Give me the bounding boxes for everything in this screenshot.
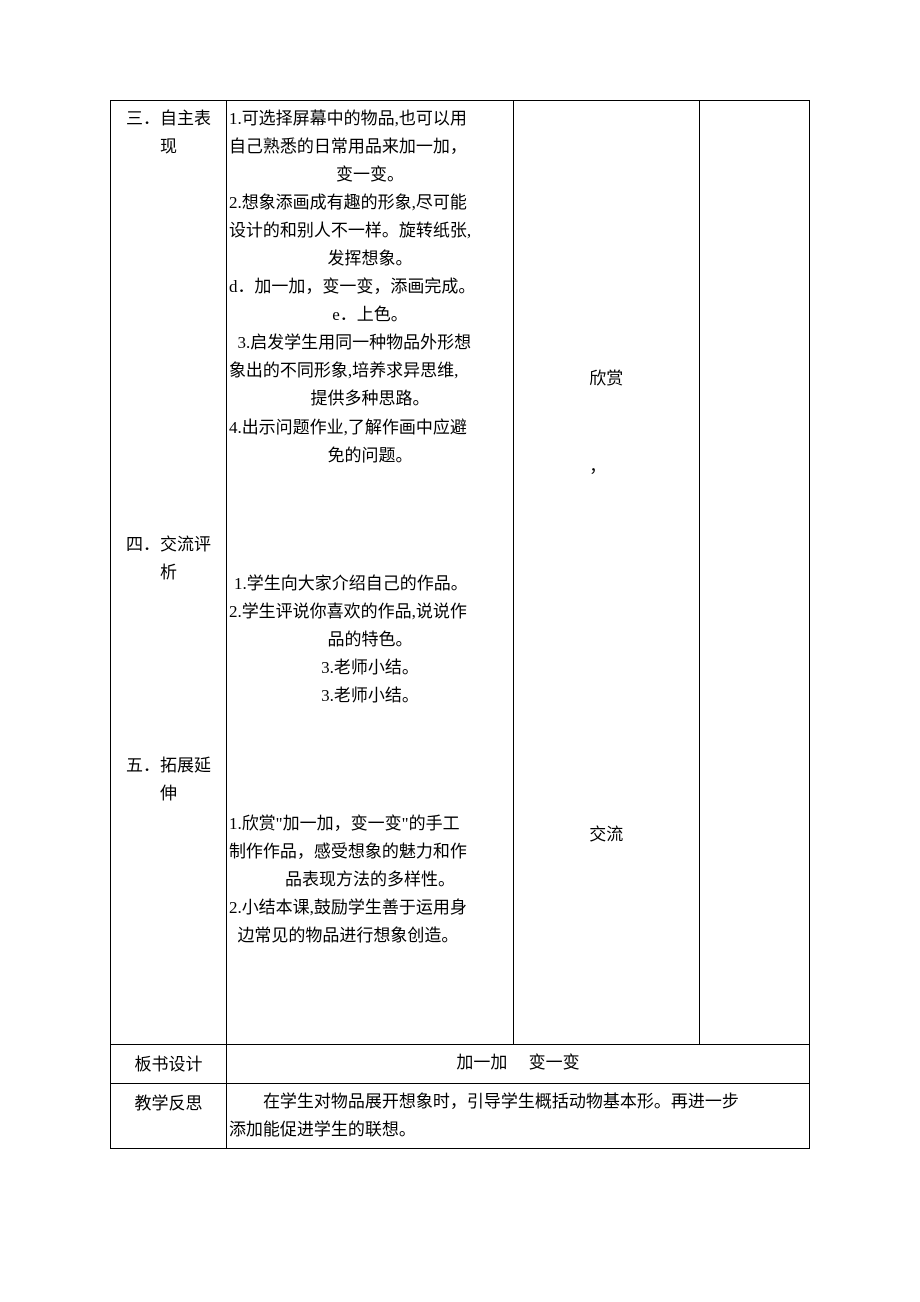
content-line: 2.小结本课,鼓励学生善于运用身 <box>229 894 511 922</box>
section-labels-cell: 三．自主表 现 四．交流评 析 五．拓展延 伸 <box>111 101 227 1045</box>
content-line: 自己熟悉的日常用品来加一加， <box>229 133 511 161</box>
section-3-content: 1.可选择屏幕中的物品,也可以用 自己熟悉的日常用品来加一加， 变一变。 2.想… <box>229 105 511 470</box>
reflection-content: 在学生对物品展开想象时，引导学生概括动物基本形。再进一步 添加能促进学生的联想。 <box>226 1084 809 1149</box>
content-line: 象出的不同形象,培养求异思维, <box>229 357 511 385</box>
content-line: 1.学生向大家介绍自己的作品。 <box>229 570 511 598</box>
section-4-content: 1.学生向大家介绍自己的作品。 2.学生评说你喜欢的作品,说说作 品的特色。 3… <box>229 570 511 710</box>
section-3-num: 三． <box>126 109 160 128</box>
content-line: 2.学生评说你喜欢的作品,说说作 <box>229 598 511 626</box>
content-line: 品的特色。 <box>229 626 511 654</box>
content-line: 3.启发学生用同一种物品外形想 <box>229 329 511 357</box>
content-line: 免的问题。 <box>229 442 511 470</box>
content-cell: 1.可选择屏幕中的物品,也可以用 自己熟悉的日常用品来加一加， 变一变。 2.想… <box>226 101 513 1045</box>
board-design-row: 板书设计 加一加 变一变 <box>111 1045 810 1084</box>
section-5-num: 五． <box>126 756 160 775</box>
content-line: 变一变。 <box>229 161 511 189</box>
section-3-title1: 自主表 <box>160 109 211 128</box>
content-line: 1.欣赏"加一加，变一变"的手工 <box>229 810 511 838</box>
content-line: e．上色。 <box>229 301 511 329</box>
right-text-1: 欣赏 <box>516 365 697 393</box>
section-3-title2: 现 <box>113 133 224 161</box>
content-line: 提供多种思路。 <box>229 385 511 413</box>
right-column-cell: 欣赏 ， 交流 <box>514 101 700 1045</box>
section-5-title2: 伸 <box>113 780 224 808</box>
content-line: 设计的和别人不一样。旋转纸张, <box>229 217 511 245</box>
right-text-3: 交流 <box>516 821 697 849</box>
content-line: 4.出示问题作业,了解作画中应避 <box>229 414 511 442</box>
section-4-title1: 交流评 <box>160 535 211 554</box>
reflection-line-1: 在学生对物品展开想象时，引导学生概括动物基本形。再进一步 <box>263 1092 739 1111</box>
content-line: 边常见的物品进行想象创造。 <box>229 922 511 950</box>
content-line: 3.老师小结。 <box>229 654 511 682</box>
main-content-row: 三．自主表 现 四．交流评 析 五．拓展延 伸 1.可选择屏幕中的物品,也可以用… <box>111 101 810 1045</box>
board-design-content: 加一加 变一变 <box>226 1045 809 1084</box>
far-right-cell <box>699 101 809 1045</box>
section-3-label: 三．自主表 <box>113 105 224 133</box>
content-line: 制作作品，感受想象的魅力和作 <box>229 838 511 866</box>
section-5-content: 1.欣赏"加一加，变一变"的手工 制作作品，感受想象的魅力和作 品表现方法的多样… <box>229 810 511 950</box>
lesson-plan-table: 三．自主表 现 四．交流评 析 五．拓展延 伸 1.可选择屏幕中的物品,也可以用… <box>110 100 810 1149</box>
board-design-label: 板书设计 <box>111 1045 227 1084</box>
right-text-2: ， <box>516 453 697 481</box>
content-line: 2.想象添画成有趣的形象,尽可能 <box>229 189 511 217</box>
section-4-num: 四． <box>126 535 160 554</box>
content-line: d．加一加，变一变，添画完成。 <box>229 273 511 301</box>
section-5-label: 五．拓展延 <box>113 752 224 780</box>
content-line: 发挥想象。 <box>229 245 511 273</box>
reflection-line-2: 添加能促进学生的联想。 <box>229 1116 807 1144</box>
section-4-title2: 析 <box>113 559 224 587</box>
section-4-label: 四．交流评 <box>113 531 224 559</box>
content-line: 1.可选择屏幕中的物品,也可以用 <box>229 105 511 133</box>
section-5-title1: 拓展延 <box>160 756 211 775</box>
reflection-label: 教学反思 <box>111 1084 227 1149</box>
content-line: 品表现方法的多样性。 <box>229 866 511 894</box>
reflection-row: 教学反思 在学生对物品展开想象时，引导学生概括动物基本形。再进一步 添加能促进学… <box>111 1084 810 1149</box>
content-line: 3.老师小结。 <box>229 682 511 710</box>
